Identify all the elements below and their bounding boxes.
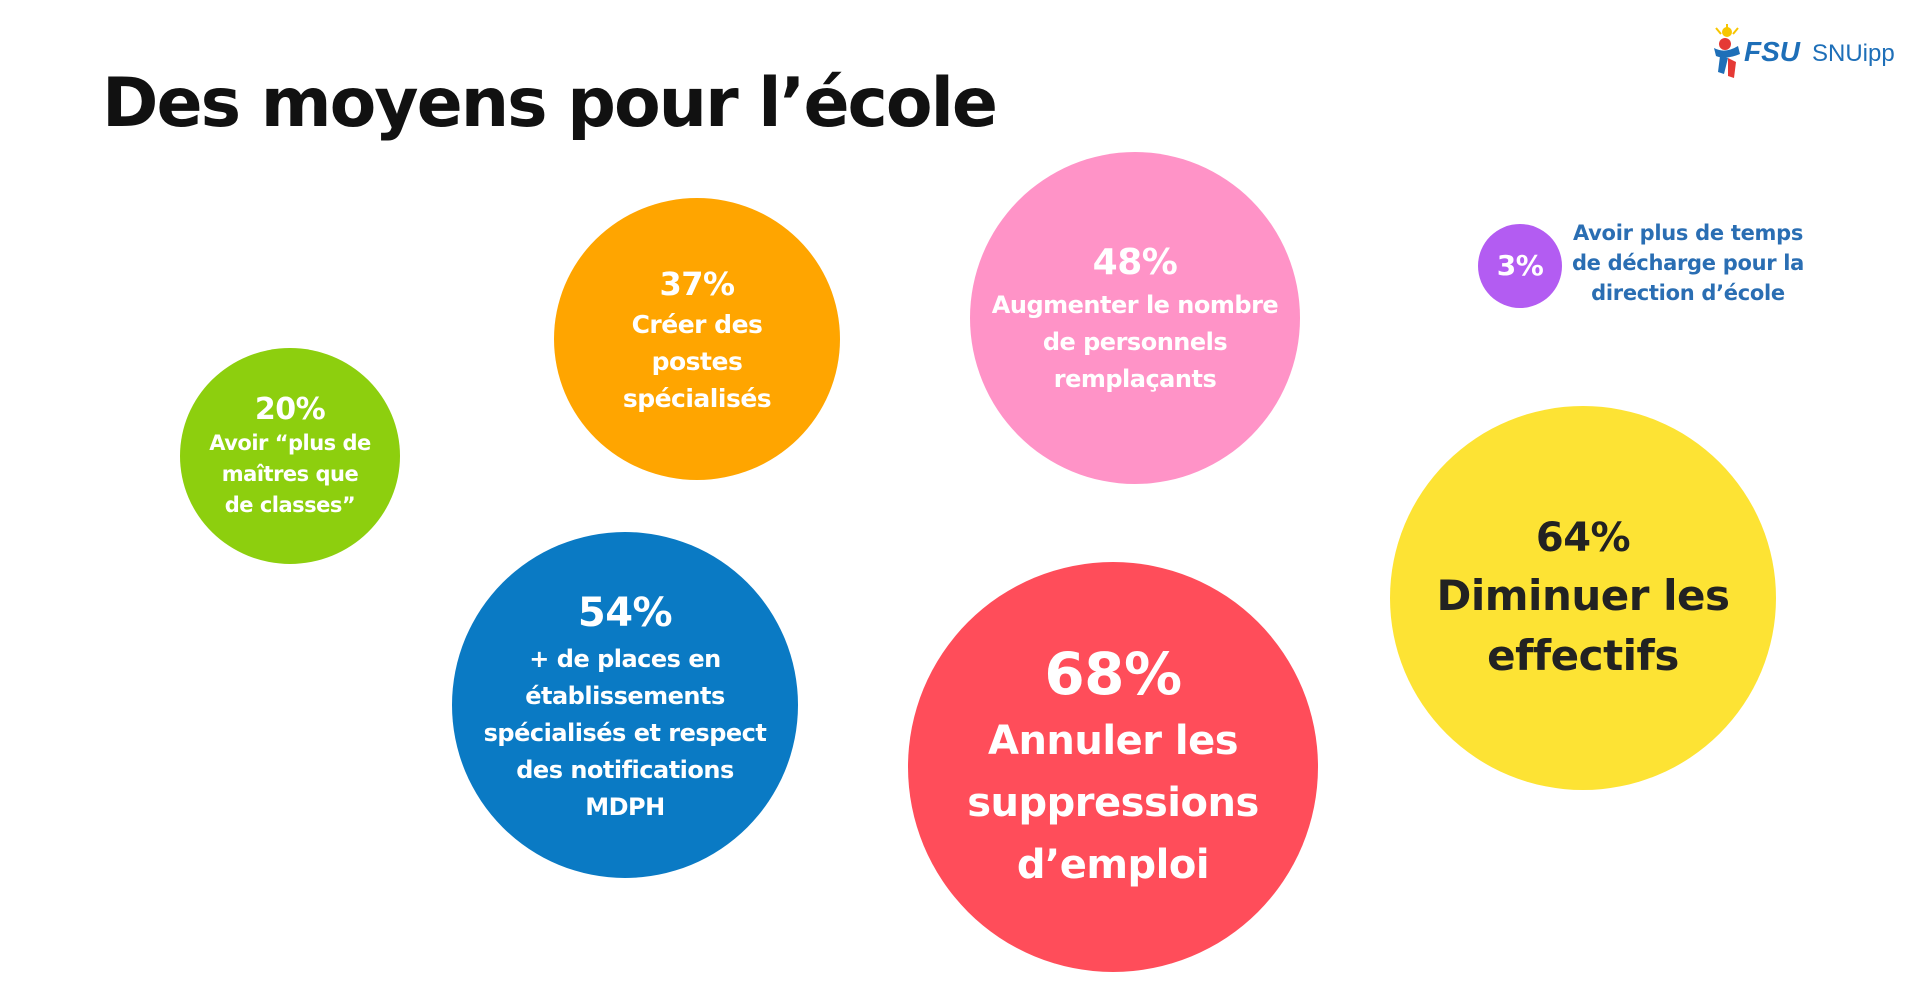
bubble-value: 37% [659, 264, 735, 303]
bubble-value: 48% [1092, 241, 1178, 283]
bubble-value: 3% [1496, 249, 1544, 282]
bubble-value: 68% [1044, 640, 1182, 708]
bubble-annuler-suppressions: 68% Annuler les suppressions d’emploi [908, 562, 1318, 972]
page-title: Des moyens pour l’école [102, 64, 998, 143]
decharge-direction-label: Avoir plus de temps de décharge pour la … [1571, 221, 1805, 305]
child-figure-icon [1714, 24, 1740, 78]
bubble-label: Augmenter le nombre de personnels rempla… [991, 290, 1279, 393]
bubble-label: Avoir “plus de maîtres que de classes” [209, 430, 371, 517]
bubble-plus-maitres: 20% Avoir “plus de maîtres que de classe… [180, 348, 400, 564]
fsu-snuipp-logo: FSU SNUipp [1708, 22, 1898, 86]
bubble-value: 20% [254, 391, 326, 427]
bubble-label: + de places en établissements spécialisé… [483, 644, 767, 821]
logo-snuipp-text: SNUipp [1812, 40, 1895, 67]
bubble-value: 54% [577, 589, 673, 636]
bubble-postes-specialises: 37% Créer des postes spécialisés [554, 198, 840, 480]
bubble-label: Créer des postes spécialisés [622, 309, 772, 413]
bubble-diminuer-effectifs: 64% Diminuer les effectifs [1390, 406, 1776, 790]
bubble-remplacants: 48% Augmenter le nombre de personnels re… [970, 152, 1300, 484]
bubble-label: Annuler les suppressions d’emploi [967, 718, 1259, 888]
bubble-label: Diminuer les effectifs [1436, 571, 1730, 680]
bubble-decharge-direction: 3% [1478, 224, 1562, 308]
bubble-places-etablissements: 54% + de places en établissements spécia… [452, 532, 798, 878]
logo-fsu-text: FSU [1744, 36, 1800, 67]
bubble-value: 64% [1535, 515, 1631, 561]
